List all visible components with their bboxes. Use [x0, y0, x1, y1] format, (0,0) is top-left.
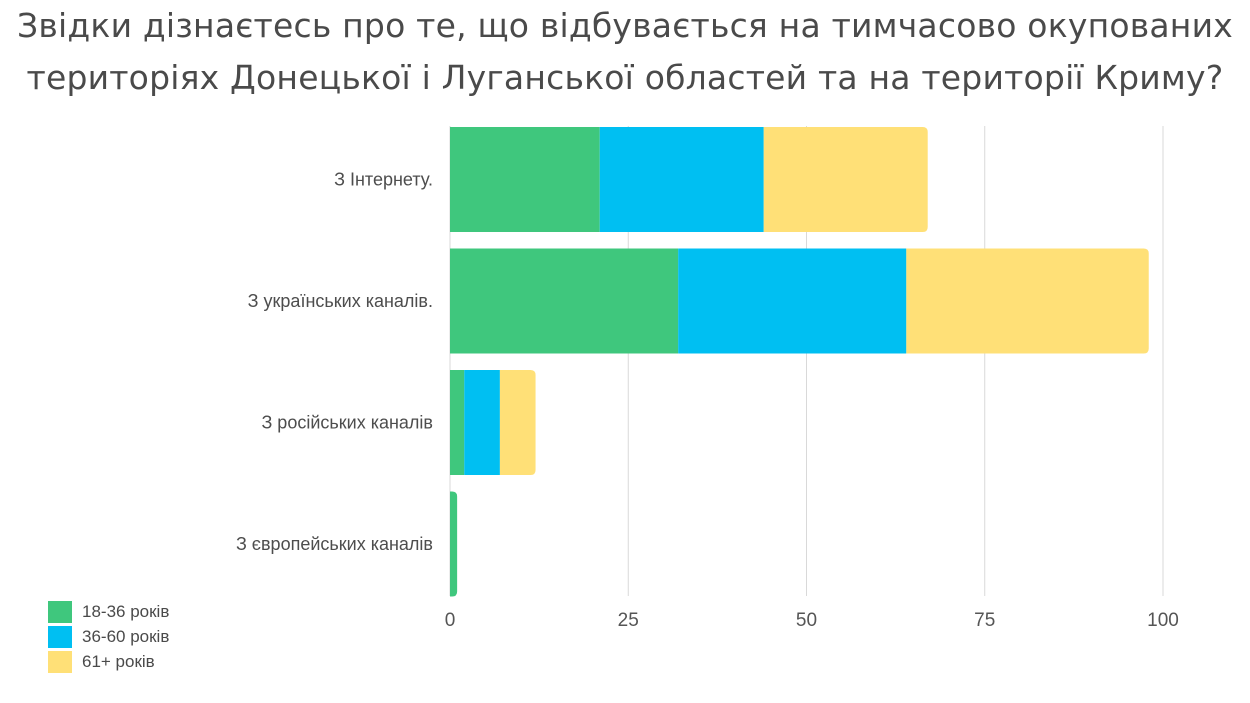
x-tick-label: 50 [796, 610, 817, 631]
category-label: З українських каналів. [248, 291, 433, 311]
x-tick-label: 0 [445, 610, 456, 631]
bars [450, 127, 1149, 597]
category-label: З Інтернету. [334, 170, 433, 190]
bar-segment [450, 370, 465, 475]
chart-title: Звідки дізнаєтесь про те, що відбуваєтьс… [0, 0, 1250, 104]
chart-title-line-2: територіях Донецької і Луганської област… [26, 58, 1224, 97]
x-tick-label: 100 [1147, 610, 1179, 631]
bar-segment [678, 248, 907, 354]
bar-segment [450, 127, 600, 232]
legend-label: 36-60 років [82, 627, 169, 646]
category-labels: З Інтернету. З українських каналів. З росі… [236, 170, 433, 555]
bar-segment [599, 127, 764, 232]
bar-segment [906, 248, 1149, 354]
category-label: З російських каналів [261, 413, 433, 433]
legend-swatch [48, 601, 72, 623]
legend-swatch [48, 651, 72, 673]
bar-segment [464, 370, 500, 475]
category-label: З європейських каналів [236, 534, 433, 554]
bar-segment [450, 491, 458, 597]
x-tick-label: 25 [618, 610, 639, 631]
bar-segment [450, 248, 679, 354]
chart-title-line-1: Звідки дізнаєтесь про те, що відбуваєтьс… [17, 6, 1233, 45]
x-tick-label: 75 [974, 610, 995, 631]
legend-label: 61+ років [82, 652, 155, 671]
bar-segment [499, 370, 536, 475]
legend-label: 18-36 років [82, 602, 169, 621]
legend: 18-36 років 36-60 років 61+ років [48, 601, 169, 673]
legend-swatch [48, 626, 72, 648]
bar-segment [763, 127, 928, 232]
x-tick-labels: 0 25 50 75 100 [445, 610, 1179, 631]
